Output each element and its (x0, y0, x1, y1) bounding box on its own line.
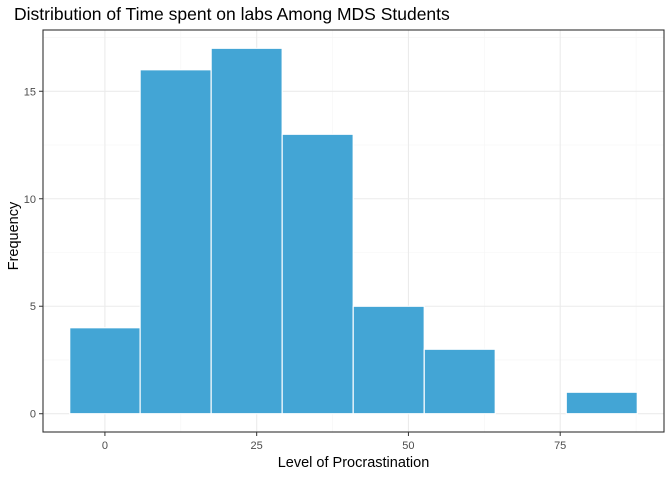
x-tick-label: 25 (251, 440, 263, 452)
y-tick-label: 0 (30, 409, 36, 421)
y-tick-label: 5 (30, 301, 36, 313)
x-tick-label: 0 (102, 440, 108, 452)
histogram-bar (139, 69, 212, 415)
histogram-bar (423, 348, 496, 415)
x-tick-label: 75 (554, 440, 566, 452)
histogram-bar (352, 305, 425, 415)
histogram-bar (69, 327, 141, 415)
histogram-bar (565, 391, 638, 415)
y-tick-label: 15 (24, 86, 36, 98)
chart-title: Distribution of Time spent on labs Among… (14, 4, 450, 24)
x-tick-label: 50 (402, 440, 414, 452)
panel-border (42, 29, 665, 433)
histogram-bar (210, 47, 283, 415)
y-tick-label: 10 (24, 194, 36, 206)
x-axis-label: Level of Procrastination (277, 455, 430, 471)
y-axis-label: Frequency (6, 201, 22, 271)
histogram-bars (69, 47, 638, 415)
histogram-bar (281, 133, 354, 415)
axis-ticks: 0 25 50 75 0 5 10 15 (24, 86, 567, 452)
